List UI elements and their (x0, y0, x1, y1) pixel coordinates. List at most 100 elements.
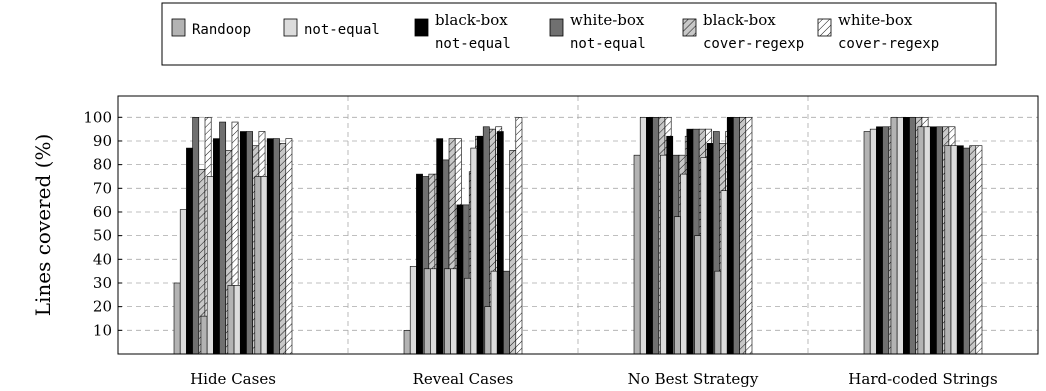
bar (890, 117, 898, 355)
bar (633, 154, 641, 355)
bar (733, 117, 740, 355)
y-axis-ticks: 10 20 30 40 50 60 70 80 90 100 (83, 108, 122, 339)
bar (444, 268, 451, 355)
legend-label-line1: black-box (703, 11, 776, 29)
bar (254, 176, 262, 355)
bar-hatch (279, 143, 286, 354)
bar (266, 138, 274, 355)
bar (260, 176, 268, 355)
y-tick-label: 60 (93, 203, 112, 221)
bar (464, 277, 472, 355)
bar-hatch (449, 138, 456, 354)
bar (186, 147, 193, 355)
legend-entries: Randoop not-equal black-box not-equal white-… (171, 11, 939, 52)
bar (173, 282, 181, 355)
bar (863, 131, 871, 355)
bar-hatch (745, 117, 752, 354)
bar (200, 315, 208, 355)
bar-hatch (231, 122, 239, 354)
bar (490, 270, 498, 355)
bar (903, 117, 910, 355)
bar-hatch (969, 145, 976, 354)
bar-hatch (198, 169, 205, 354)
bar (694, 235, 702, 355)
bar (639, 117, 647, 355)
bar (213, 138, 220, 355)
legend-swatch (549, 18, 564, 37)
bar (456, 204, 464, 355)
legend-label-line2: cover-regexp (838, 36, 939, 52)
y-tick-label: 80 (93, 156, 112, 174)
bar (470, 147, 478, 355)
legend-label-line2: not-equal (435, 36, 511, 52)
bar (219, 121, 227, 355)
y-tick-label: 20 (93, 298, 112, 316)
bar (963, 147, 970, 355)
bar (936, 126, 943, 355)
bar (674, 216, 681, 355)
bar (666, 135, 674, 355)
legend-label-line2: cover-regexp (703, 36, 804, 52)
bar (496, 131, 504, 355)
bar-hatch (489, 129, 496, 354)
y-tick-label: 50 (93, 227, 112, 245)
bar-hatch (225, 150, 232, 354)
x-axis-labels: Hide Cases Reveal Cases No Best Strategy Ha… (190, 370, 998, 388)
bar (706, 143, 714, 355)
bar-hatch (509, 150, 516, 354)
bar (923, 126, 931, 355)
y-tick-label: 10 (93, 321, 112, 339)
bar (192, 117, 200, 355)
bar (484, 306, 492, 355)
legend-swatch-hatch (683, 19, 696, 36)
bar (246, 131, 253, 355)
y-tick-label: 40 (93, 250, 112, 268)
bar (700, 157, 708, 355)
bar (680, 173, 688, 355)
bar (646, 117, 653, 355)
legend-swatch (283, 18, 298, 37)
bar (227, 285, 235, 355)
y-tick-label: 30 (93, 274, 112, 292)
legend-label-line2: not-equal (570, 36, 646, 52)
x-group-label: Hide Cases (190, 370, 276, 388)
bar (869, 128, 877, 355)
y-axis-label: Lines covered (%) (31, 134, 55, 317)
bar (909, 117, 917, 355)
bar (179, 209, 187, 355)
x-group-label: Reveal Cases (413, 370, 514, 388)
bar (423, 268, 431, 355)
y-tick-label: 70 (93, 179, 112, 197)
bar (206, 176, 214, 355)
bar (726, 117, 734, 355)
bar-hatch (515, 117, 522, 354)
bar (436, 138, 444, 355)
legend-frame (161, 2, 997, 66)
bar-hatch (739, 117, 746, 354)
bar (929, 126, 937, 355)
legend-label-line1: black-box (435, 11, 508, 29)
bar (956, 145, 964, 355)
bar (896, 117, 904, 355)
legend-label-line1: white-box (570, 11, 645, 29)
bar (430, 268, 437, 355)
bar (403, 330, 411, 355)
bar (660, 154, 667, 355)
x-group-label: Hard-coded Strings (848, 370, 997, 388)
bar-hatch (285, 138, 292, 354)
x-group-label: No Best Strategy (628, 370, 759, 388)
plot-frame (117, 95, 1039, 355)
bar (652, 117, 660, 355)
bar (917, 126, 925, 355)
bar (944, 145, 952, 355)
legend-label-line1: white-box (838, 11, 913, 29)
bar-hatch (975, 145, 982, 354)
legend-swatch (171, 18, 186, 37)
legend-swatch-hatch (818, 19, 831, 36)
legend: Randoop not-equal black-box not-equal white-… (161, 2, 997, 66)
bar-hatch (428, 174, 435, 354)
bar (233, 285, 241, 355)
bar (273, 138, 280, 355)
bar (876, 126, 883, 355)
